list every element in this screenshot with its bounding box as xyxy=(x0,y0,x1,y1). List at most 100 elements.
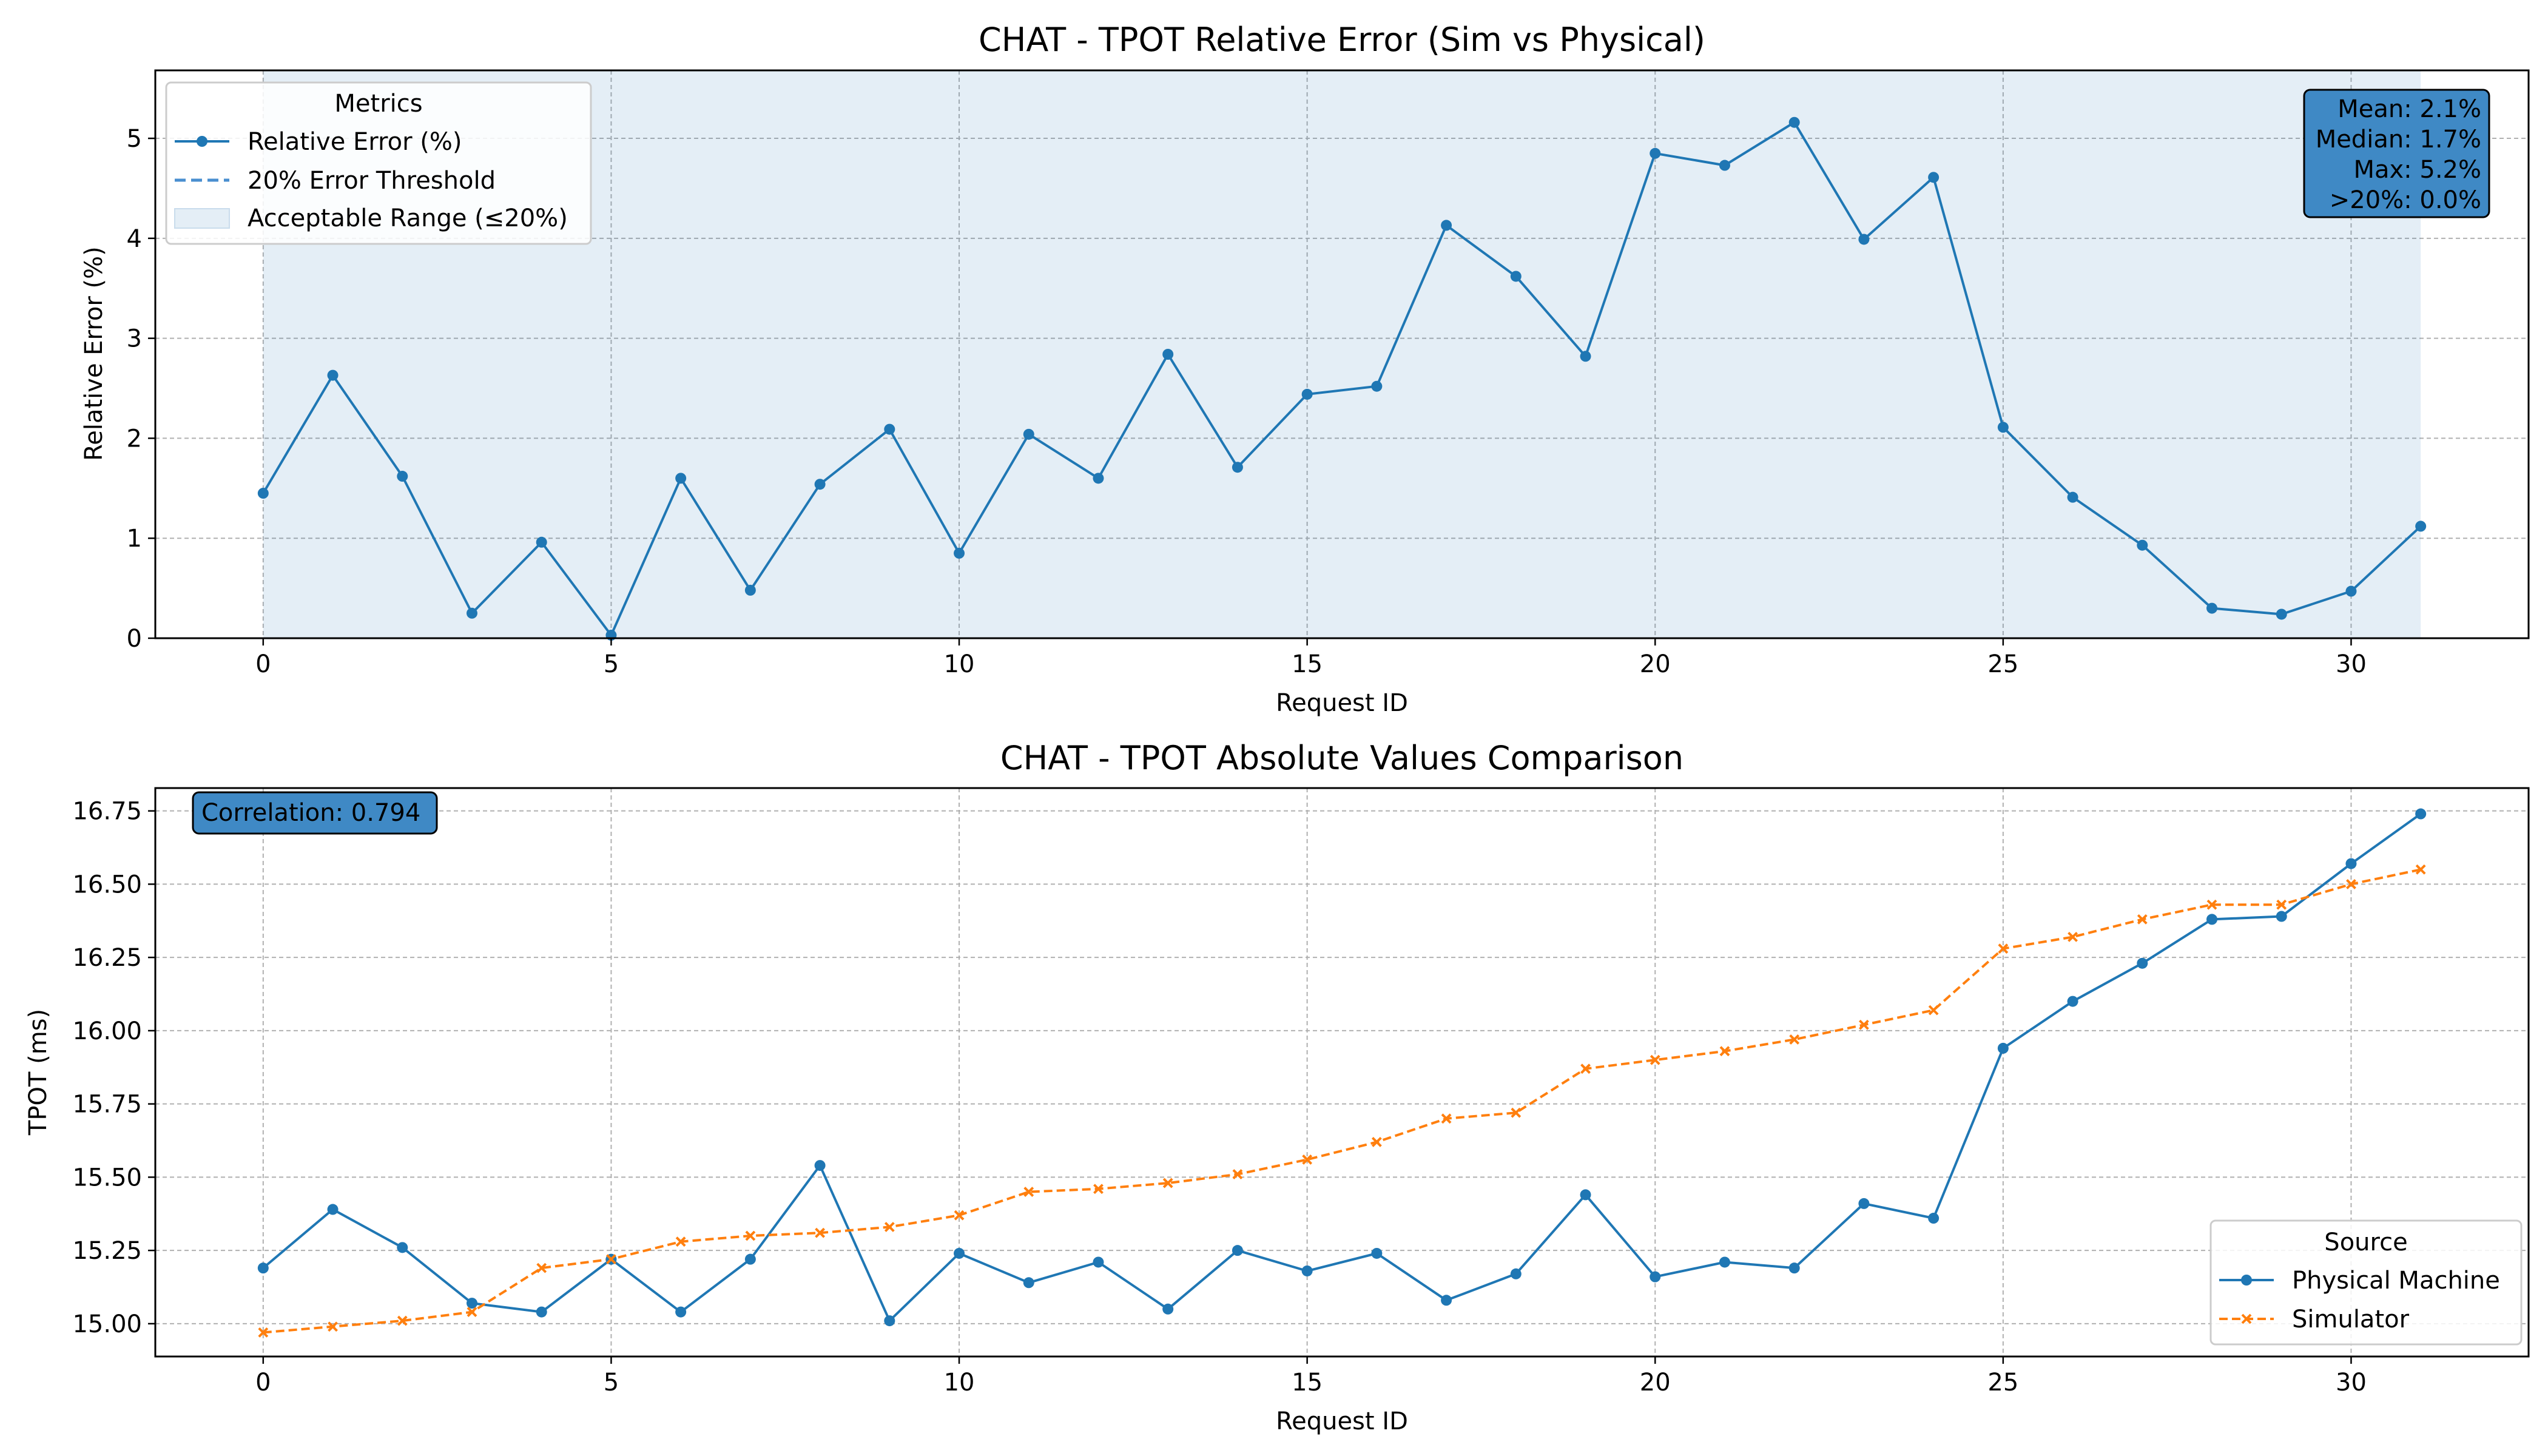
data-point-simulator xyxy=(954,1210,965,1221)
y-axis-label: TPOT (ms) xyxy=(24,1009,52,1136)
data-point-simulator xyxy=(606,1254,616,1265)
x-tick-label: 5 xyxy=(604,1369,619,1397)
data-point-simulator xyxy=(258,1327,269,1338)
y-tick-label: 16.25 xyxy=(72,944,142,972)
data-point-relative-error xyxy=(1788,116,1800,128)
data-point-physical-machine xyxy=(2345,858,2357,869)
data-point-relative-error xyxy=(1232,462,1243,473)
legend-entry-physical-machine: Physical Machine xyxy=(2219,1267,2500,1295)
data-point-physical-machine xyxy=(2276,911,2287,922)
data-point-relative-error xyxy=(2415,521,2427,532)
stats-box: Mean: 2.1% Median: 1.7% Max: 5.2% >20%: … xyxy=(2303,89,2490,218)
y-tick-label: 2 xyxy=(127,425,142,453)
data-point-physical-machine xyxy=(744,1253,756,1265)
legend-label: 20% Error Threshold xyxy=(248,167,496,195)
data-point-simulator xyxy=(2068,931,2078,942)
y-tick-label: 5 xyxy=(127,125,142,153)
stats-max: Max: 5.2% xyxy=(2353,156,2481,184)
series-markers xyxy=(257,808,2427,1338)
data-point-simulator xyxy=(2346,879,2356,889)
legend-swatch-marker xyxy=(2241,1275,2252,1286)
data-point-relative-error xyxy=(1162,349,1174,360)
data-point-relative-error xyxy=(327,369,339,381)
data-point-relative-error xyxy=(1441,220,1452,231)
data-point-relative-error xyxy=(2345,585,2357,597)
data-point-relative-error xyxy=(536,536,547,548)
data-point-simulator xyxy=(1302,1154,1313,1165)
y-axis-ticks: 15.00 15.25 15.50 15.75 16.00 16.25 16.50 16.75 xyxy=(72,798,155,1338)
data-point-relative-error xyxy=(2137,539,2148,551)
x-tick-label: 0 xyxy=(255,1369,271,1397)
data-point-simulator xyxy=(1023,1187,1034,1197)
data-point-physical-machine xyxy=(675,1306,687,1318)
legend-title: Metrics xyxy=(334,90,422,118)
stats-mean: Mean: 2.1% xyxy=(2337,95,2481,123)
data-point-relative-error xyxy=(1997,422,2009,433)
legend-label: Acceptable Range (≤20%) xyxy=(248,204,568,232)
data-point-relative-error xyxy=(675,473,687,484)
data-point-simulator xyxy=(1719,1046,1730,1057)
x-tick-label: 5 xyxy=(604,650,619,678)
stats-median: Median: 1.7% xyxy=(2316,126,2481,153)
data-point-physical-machine xyxy=(1162,1303,1174,1315)
data-point-simulator xyxy=(397,1315,408,1326)
data-point-physical-machine xyxy=(1371,1247,1383,1259)
data-point-simulator xyxy=(1858,1019,1869,1030)
data-point-simulator xyxy=(1232,1169,1243,1179)
legend-swatch-marker xyxy=(197,136,207,147)
legend-label: Simulator xyxy=(2292,1306,2410,1333)
data-point-relative-error xyxy=(1650,147,1661,159)
data-point-relative-error xyxy=(1928,172,1940,183)
x-tick-label: 25 xyxy=(1987,650,2018,678)
data-point-relative-error xyxy=(1858,234,1870,245)
data-point-simulator xyxy=(1928,1005,1939,1016)
series-lines xyxy=(262,121,2422,637)
correlation-box: Correlation: 0.794 xyxy=(192,791,438,835)
data-point-simulator xyxy=(815,1227,826,1238)
y-tick-label: 3 xyxy=(127,325,142,353)
x-tick-label: 0 xyxy=(255,650,271,678)
x-tick-label: 30 xyxy=(2336,1369,2367,1397)
x-tick-label: 15 xyxy=(1292,650,1323,678)
data-point-relative-error xyxy=(814,479,826,490)
y-tick-label: 15.00 xyxy=(72,1310,142,1338)
data-point-physical-machine xyxy=(954,1247,965,1259)
data-point-relative-error xyxy=(2276,608,2287,620)
legend-swatch-patch xyxy=(174,208,230,229)
data-point-physical-machine xyxy=(257,1262,269,1274)
data-point-relative-error xyxy=(884,423,895,435)
plot-frame xyxy=(154,787,2530,1358)
data-point-physical-machine xyxy=(1858,1198,1870,1209)
data-point-relative-error xyxy=(1371,380,1383,392)
data-point-physical-machine xyxy=(884,1315,895,1327)
y-axis-label: Relative Error (%) xyxy=(80,246,108,460)
data-point-physical-machine xyxy=(1232,1245,1243,1256)
data-point-simulator xyxy=(1580,1063,1591,1074)
data-point-physical-machine xyxy=(1788,1262,1800,1274)
acceptable-range-band xyxy=(263,70,2421,638)
y-tick-label: 4 xyxy=(127,225,142,253)
y-axis-ticks: 0 1 2 3 4 5 xyxy=(127,125,155,653)
series-lines xyxy=(262,812,2422,1334)
data-point-simulator xyxy=(1511,1107,1522,1118)
series-markers xyxy=(257,116,2427,641)
data-point-relative-error xyxy=(1580,351,1591,362)
data-point-physical-machine xyxy=(327,1204,339,1215)
correlation-box-background xyxy=(192,791,438,835)
data-point-simulator xyxy=(1998,943,2009,954)
grid xyxy=(155,788,2529,1357)
x-tick-label: 25 xyxy=(1987,1369,2018,1397)
legend-entry-threshold: 20% Error Threshold xyxy=(175,167,496,195)
y-tick-label: 16.50 xyxy=(72,871,142,898)
legend-entry-acceptable-range: Acceptable Range (≤20%) xyxy=(174,204,568,232)
data-point-physical-machine xyxy=(1510,1268,1522,1279)
series-line-physical-machine xyxy=(262,812,2422,1323)
data-point-relative-error xyxy=(1093,473,1104,484)
chart-relative-error: CHAT - TPOT Relative Error (Sim vs Physi… xyxy=(80,21,2530,717)
legend-box xyxy=(165,81,592,245)
data-point-relative-error xyxy=(397,471,408,482)
x-tick-label: 10 xyxy=(944,650,975,678)
legend-entry-simulator: Simulator xyxy=(2219,1306,2410,1333)
x-axis-label: Request ID xyxy=(1276,1407,1408,1435)
